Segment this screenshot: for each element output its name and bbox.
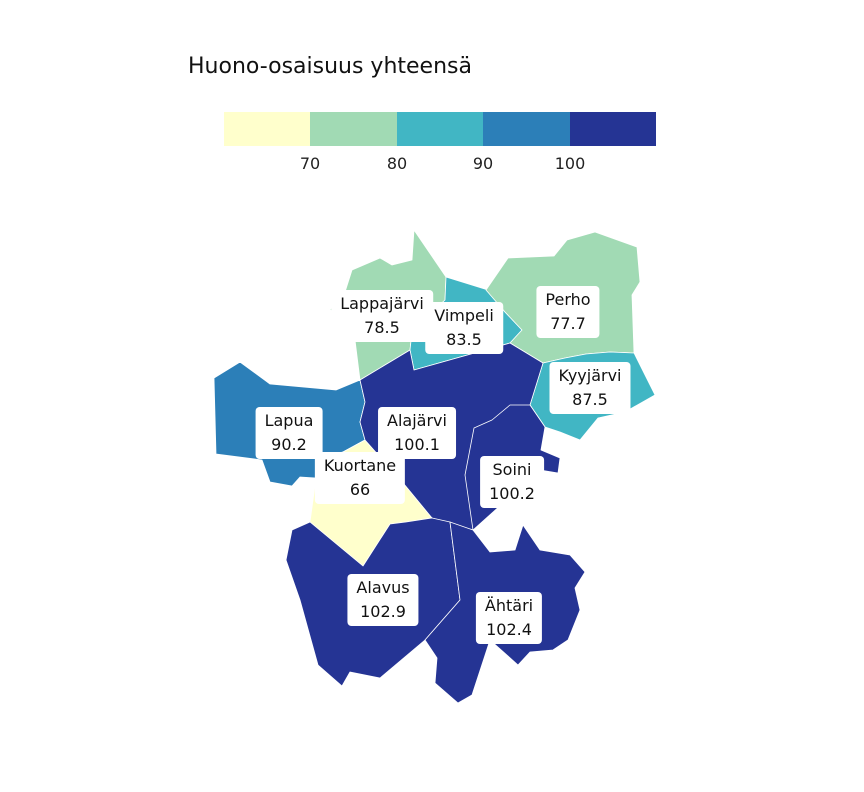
legend-tick-100: 100: [554, 154, 586, 173]
label-perho: Perho 77.7: [536, 286, 600, 338]
label-kyyjarvi-name: Kyyjärvi: [558, 366, 622, 385]
label-soini: Soini 100.2: [480, 456, 544, 508]
color-legend: [224, 112, 657, 146]
label-lappajarvi: Lappajärvi 78.5: [331, 290, 433, 342]
label-soini-name: Soini: [492, 460, 532, 479]
label-ahtari: Ähtäri 102.4: [475, 592, 543, 644]
label-kyyjarvi-value: 87.5: [572, 390, 608, 409]
label-perho-name: Perho: [545, 290, 591, 309]
label-vimpeli-value: 83.5: [446, 330, 482, 349]
label-alajarvi-value: 100.1: [394, 435, 440, 454]
label-kuortane: Kuortane 66: [314, 452, 406, 504]
legend-swatch-3: [396, 112, 484, 146]
label-lapua: Lapua 90.2: [255, 407, 323, 459]
legend-tick-80: 80: [386, 154, 408, 173]
legend-swatch-1: [224, 112, 311, 146]
label-ahtari-name: Ähtäri: [484, 596, 534, 615]
legend-tick-70: 70: [299, 154, 321, 173]
label-alajarvi-name: Alajärvi: [387, 411, 447, 430]
label-kyyjarvi: Kyyjärvi 87.5: [549, 362, 631, 414]
label-lappajarvi-value: 78.5: [364, 318, 400, 337]
label-ahtari-value: 102.4: [486, 620, 532, 639]
label-lappajarvi-name: Lappajärvi: [340, 294, 424, 313]
label-vimpeli-name: Vimpeli: [434, 306, 494, 325]
label-alavus-name: Alavus: [356, 578, 410, 597]
label-perho-value: 77.7: [550, 314, 586, 333]
label-vimpeli: Vimpeli 83.5: [425, 302, 503, 354]
label-alajarvi: Alajärvi 100.1: [378, 407, 456, 459]
label-lapua-value: 90.2: [271, 435, 307, 454]
map-title: Huono-osaisuus yhteensä: [188, 54, 472, 79]
label-soini-value: 100.2: [489, 484, 535, 503]
label-kuortane-value: 66: [349, 480, 371, 499]
legend-swatch-5: [569, 112, 657, 146]
label-alavus: Alavus 102.9: [347, 574, 419, 626]
legend-tick-90: 90: [472, 154, 494, 173]
label-alavus-value: 102.9: [360, 602, 406, 621]
legend-swatch-4: [483, 112, 570, 146]
label-kuortane-name: Kuortane: [323, 456, 397, 475]
legend-swatch-2: [310, 112, 397, 146]
label-lapua-name: Lapua: [264, 411, 314, 430]
